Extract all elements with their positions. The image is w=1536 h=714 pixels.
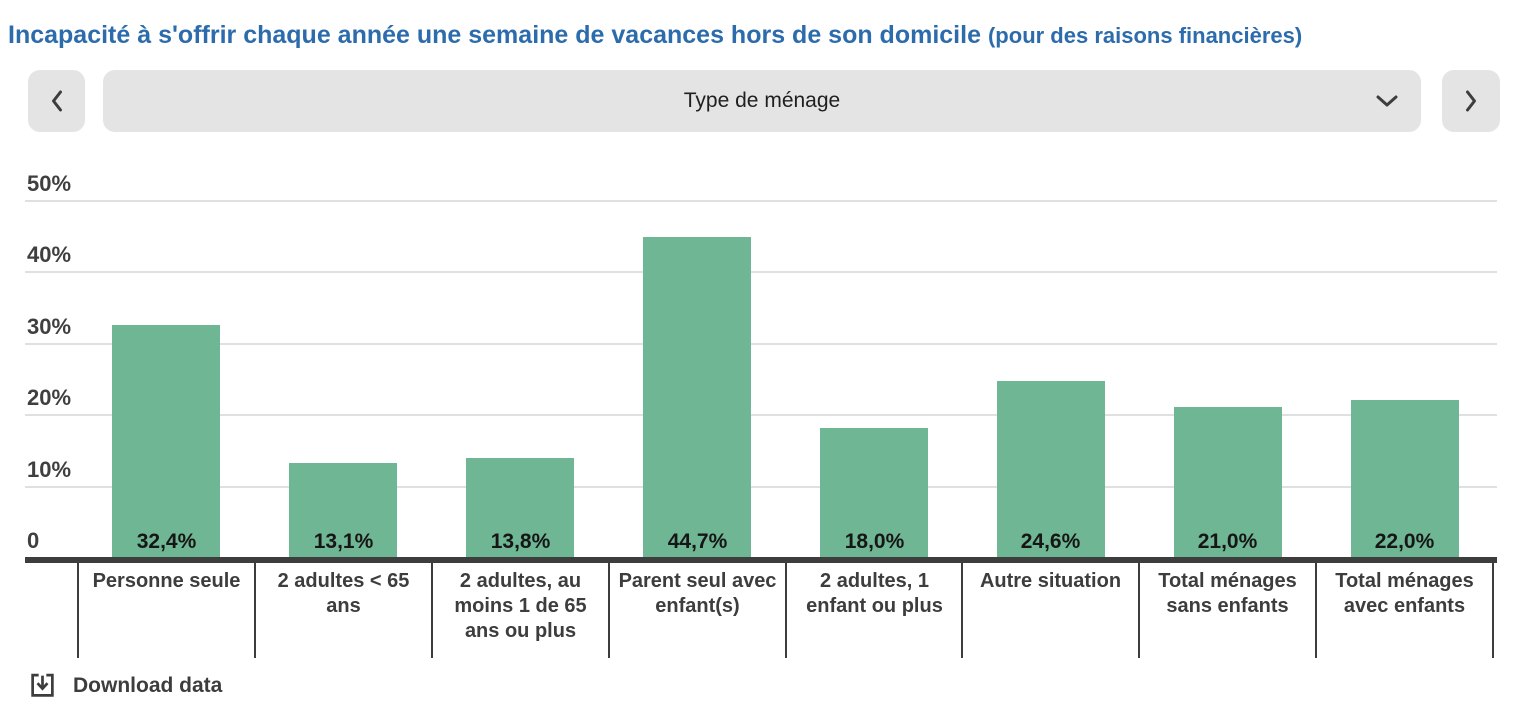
bar-value-label: 22,0% <box>1374 530 1435 553</box>
next-indicator-button[interactable] <box>1442 70 1500 132</box>
y-axis-label: 50% <box>27 171 72 196</box>
bar-value-label: 44,7% <box>667 530 728 553</box>
y-axis-label: 20% <box>27 385 72 410</box>
category-separator <box>1315 562 1317 658</box>
bar[interactable] <box>820 428 928 557</box>
gridline <box>25 271 1497 273</box>
indicator-dropdown[interactable]: Type de ménage <box>103 70 1421 132</box>
page-title-suffix: (pour des raisons financières) <box>987 23 1303 48</box>
category-separator <box>608 562 610 658</box>
bar-value-label: 32,4% <box>136 530 197 553</box>
category-label: 2 adultes, 1 enfant ou plus <box>806 570 943 617</box>
bar[interactable] <box>997 381 1105 557</box>
chevron-down-icon <box>1375 94 1399 108</box>
bar-value-label: 18,0% <box>844 530 905 553</box>
bar-value-label: 13,1% <box>313 530 374 553</box>
category-label: Total ménages sans enfants <box>1158 570 1297 617</box>
download-icon <box>29 672 56 699</box>
category-label: 2 adultes < 65 ans <box>277 570 410 617</box>
chevron-left-icon <box>50 88 64 114</box>
y-axis-label: 40% <box>27 242 72 267</box>
category-label: 2 adultes, au moins 1 de 65 ans ou plus <box>454 570 587 642</box>
download-data-label: Download data <box>73 673 223 697</box>
x-axis-line <box>25 557 1497 563</box>
gridline <box>25 486 1497 488</box>
bar[interactable] <box>643 237 751 557</box>
category-separator <box>77 562 79 658</box>
indicator-dropdown-label: Type de ménage <box>683 89 841 112</box>
bar[interactable] <box>289 463 397 557</box>
category-separator <box>961 562 963 658</box>
gridline <box>25 414 1497 416</box>
bar[interactable] <box>1351 400 1459 557</box>
gridline <box>25 200 1497 202</box>
download-data-button[interactable]: Download data <box>29 672 222 699</box>
bar-value-label: 21,0% <box>1197 530 1258 553</box>
category-label: Personne seule <box>92 570 241 592</box>
page-title-main: Incapacité à s'offrir chaque année une s… <box>8 21 981 49</box>
bar-value-label: 13,8% <box>490 530 551 553</box>
category-separator <box>431 562 433 658</box>
category-separator <box>1492 562 1494 658</box>
page-title: Incapacité à s'offrir chaque année une s… <box>8 21 1302 50</box>
category-separator <box>1138 562 1140 658</box>
category-label: Autre situation <box>979 570 1122 592</box>
bar[interactable] <box>1174 407 1282 557</box>
previous-indicator-button[interactable] <box>28 70 85 132</box>
bar[interactable] <box>112 325 220 557</box>
bar[interactable] <box>466 458 574 557</box>
category-separator <box>254 562 256 658</box>
y-axis-label: 0 <box>27 528 40 553</box>
chevron-right-icon <box>1464 88 1478 114</box>
category-separator <box>785 562 787 658</box>
gridline <box>25 343 1497 345</box>
bar-value-label: 24,6% <box>1020 530 1081 553</box>
y-axis-label: 30% <box>27 314 72 339</box>
category-label: Parent seul avec enfant(s) <box>618 570 777 617</box>
category-label: Total ménages avec enfants <box>1335 570 1474 617</box>
y-axis-label: 10% <box>27 457 72 482</box>
